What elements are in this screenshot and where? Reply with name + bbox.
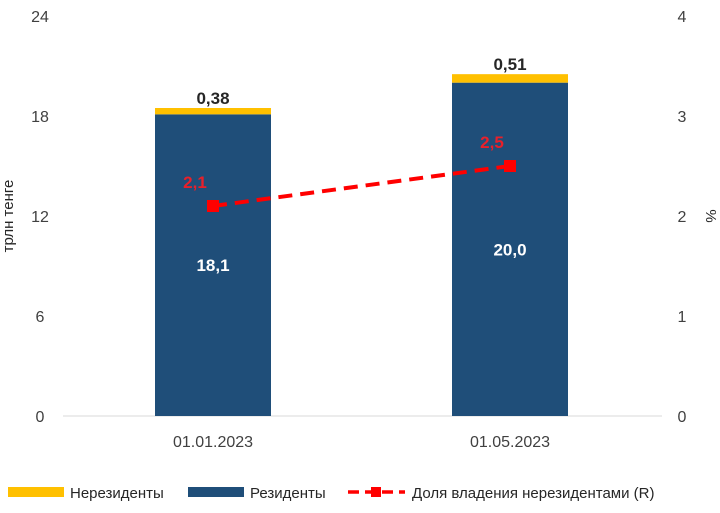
residents-value-label: 20,0 <box>493 240 526 259</box>
left-tick-label: 6 <box>36 309 45 326</box>
right-tick-label: 3 <box>678 109 687 126</box>
legend-swatch-share-marker <box>371 487 381 497</box>
left-tick-label: 0 <box>36 409 45 426</box>
right-tick-label: 4 <box>678 9 687 26</box>
right-axis-title: % <box>702 209 719 222</box>
bar-residents <box>452 82 568 417</box>
legend-label-nonresidents: Нерезиденты <box>70 485 164 502</box>
legend-label-residents: Резиденты <box>250 485 326 502</box>
legend-swatch-nonresidents <box>8 487 64 497</box>
bar-nonresidents <box>155 108 271 115</box>
bar-nonresidents <box>452 74 568 83</box>
share-value-label: 2,5 <box>480 133 504 152</box>
category-labels: 01.01.2023 01.05.2023 <box>173 434 550 451</box>
right-axis-ticks: 0 1 2 3 4 <box>678 9 687 426</box>
category-label: 01.05.2023 <box>470 434 550 451</box>
bar-residents <box>155 114 271 416</box>
legend: Нерезиденты Резиденты Доля владения нере… <box>8 485 655 502</box>
share-line: 2,1 2,5 <box>183 133 516 212</box>
legend-swatch-residents <box>188 487 244 497</box>
left-axis-ticks: 0 6 12 18 24 <box>31 9 49 426</box>
share-value-label: 2,1 <box>183 173 207 192</box>
right-tick-label: 0 <box>678 409 687 426</box>
share-series-line <box>212 164 511 208</box>
legend-item-share: Доля владения нерезидентами (R) <box>348 485 655 502</box>
left-axis-title: трлн тенге <box>0 180 17 253</box>
right-tick-label: 1 <box>678 309 687 326</box>
legend-label-share: Доля владения нерезидентами (R) <box>412 485 655 502</box>
left-tick-label: 12 <box>31 209 49 226</box>
legend-item-residents: Резиденты <box>188 485 326 502</box>
category-label: 01.01.2023 <box>173 434 253 451</box>
left-tick-label: 24 <box>31 9 49 26</box>
nonresidents-value-label: 0,51 <box>493 55 526 74</box>
share-point-marker <box>504 160 516 172</box>
residents-value-label: 18,1 <box>196 256 229 275</box>
share-point-marker <box>207 200 219 212</box>
left-tick-label: 18 <box>31 109 49 126</box>
nonresidents-value-label: 0,38 <box>196 89 229 108</box>
right-tick-label: 2 <box>678 209 687 226</box>
legend-item-nonresidents: Нерезиденты <box>8 485 164 502</box>
bars: 18,1 0,38 20,0 0,51 <box>155 55 568 417</box>
